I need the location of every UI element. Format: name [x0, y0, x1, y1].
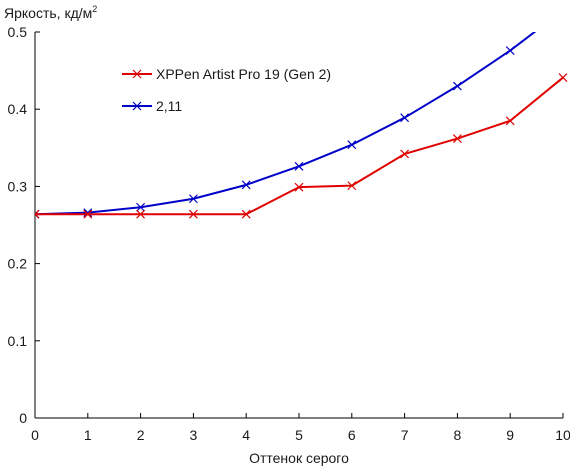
x-tick-label: 0: [31, 427, 39, 443]
data-point-marker: [294, 161, 304, 171]
data-point-marker: [559, 6, 567, 14]
x-axis-ticks: 0 1 2 3 4 5 6 7 8 9 10: [31, 413, 570, 443]
y-tick-label: 0.5: [8, 24, 28, 40]
y-axis-title-text: Яркость, кд/м: [4, 5, 92, 21]
data-point-marker: [241, 209, 251, 219]
data-point-marker: [347, 181, 357, 191]
legend-label: 2,11: [156, 98, 182, 114]
x-tick-label: 6: [348, 427, 356, 443]
data-point-marker: [452, 134, 462, 143]
x-tick-label: 1: [84, 427, 92, 443]
series-line: [35, 76, 564, 216]
data-point-marker: [83, 209, 93, 219]
data-point-marker: [452, 81, 462, 91]
data-point-marker: [83, 208, 93, 218]
y-axis-title-superscript: 2: [92, 4, 97, 14]
series-xppen: [35, 73, 568, 219]
y-tick-label: 0: [19, 410, 27, 426]
data-point-marker: [558, 73, 568, 82]
x-tick-label: 7: [401, 427, 409, 443]
y-tick-label: 0.1: [8, 333, 28, 349]
y-axis-ticks: 0 0.1 0.2 0.3 0.4 0.5: [8, 24, 40, 426]
data-point-marker: [400, 113, 410, 123]
data-point-marker: [188, 209, 198, 219]
data-point-marker: [347, 140, 357, 150]
x-tick-label: 5: [295, 427, 303, 443]
legend-marker: [132, 69, 142, 79]
y-tick-label: 0.4: [8, 101, 28, 117]
x-tick-label: 4: [242, 427, 250, 443]
data-point-marker: [136, 209, 146, 219]
data-point-marker: [136, 202, 146, 212]
series-line: [35, 32, 537, 216]
data-point-marker: [35, 209, 40, 219]
x-tick-label: 8: [454, 427, 462, 443]
x-tick-label: 9: [506, 427, 514, 443]
x-tick-label: 3: [190, 427, 198, 443]
series-layer: [35, 6, 568, 219]
data-point-marker: [400, 149, 410, 159]
legend-item: 2,11: [122, 98, 182, 114]
data-point-marker: [294, 182, 304, 192]
x-tick-label: 2: [137, 427, 145, 443]
data-point-marker: [188, 194, 198, 204]
data-point-marker: [241, 180, 251, 190]
series-gamma-2-11: [35, 6, 567, 219]
legend-label: XPPen Artist Pro 19 (Gen 2): [156, 66, 331, 82]
y-tick-label: 0.3: [8, 178, 28, 194]
y-axis-title: Яркость, кд/м2: [4, 4, 97, 21]
axes: [34, 32, 563, 419]
data-point-marker: [505, 116, 515, 126]
legend-marker: [132, 101, 142, 111]
legend-item: XPPen Artist Pro 19 (Gen 2): [122, 66, 331, 82]
x-axis-title: Оттенок серого: [249, 450, 349, 466]
data-point-marker: [505, 46, 515, 55]
y-tick-label: 0.2: [8, 256, 28, 272]
legend: XPPen Artist Pro 19 (Gen 2) 2,11: [122, 66, 331, 114]
x-tick-label: 10: [555, 427, 570, 443]
